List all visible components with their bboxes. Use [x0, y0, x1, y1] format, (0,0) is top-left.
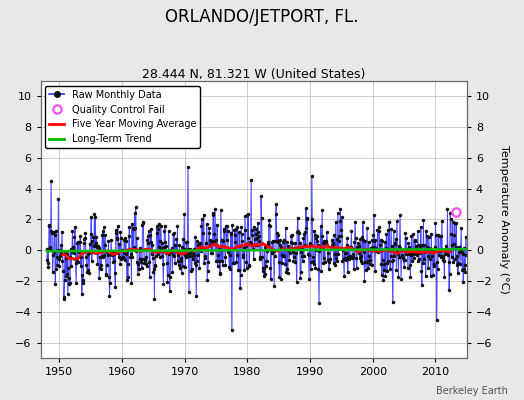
Legend: Raw Monthly Data, Quality Control Fail, Five Year Moving Average, Long-Term Tren: Raw Monthly Data, Quality Control Fail, … — [46, 86, 200, 148]
Y-axis label: Temperature Anomaly (°C): Temperature Anomaly (°C) — [499, 145, 509, 294]
Text: ORLANDO/JETPORT, FL.: ORLANDO/JETPORT, FL. — [165, 8, 359, 26]
Title: 28.444 N, 81.321 W (United States): 28.444 N, 81.321 W (United States) — [142, 68, 365, 81]
Text: Berkeley Earth: Berkeley Earth — [436, 386, 508, 396]
